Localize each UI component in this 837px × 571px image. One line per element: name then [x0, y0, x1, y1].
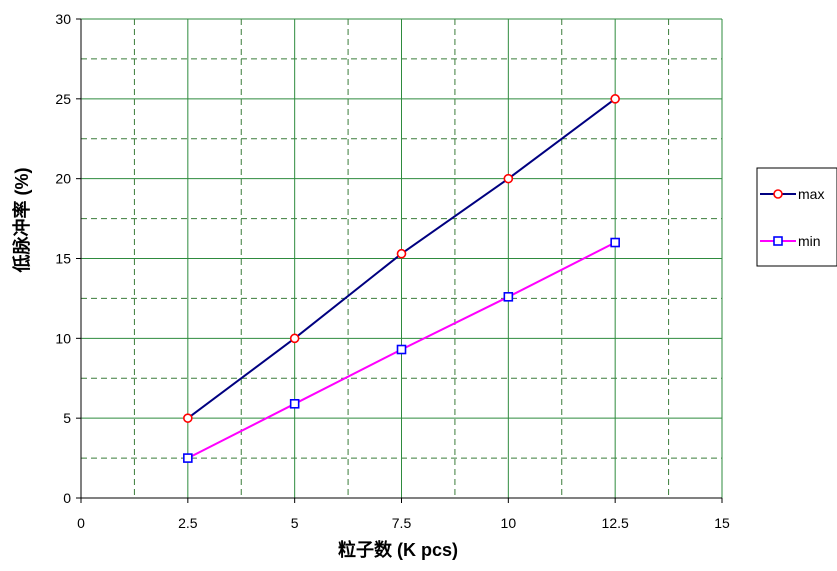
x-tick-label: 7.5	[392, 515, 412, 531]
y-axis-title: 低脉冲率 (%)	[11, 168, 32, 274]
data-point-min	[396, 344, 407, 355]
y-tick-label: 10	[55, 330, 71, 346]
data-point-min	[183, 453, 193, 463]
y-tick-label: 0	[63, 490, 71, 506]
y-tick-label: 30	[55, 11, 71, 27]
legend-marker-min	[773, 236, 783, 246]
data-point-min	[503, 292, 514, 302]
data-point-max	[289, 333, 300, 344]
series-max	[183, 94, 620, 423]
data-point-max	[610, 94, 620, 104]
x-tick-label: 5	[291, 515, 299, 531]
legend-label-min: min	[798, 233, 821, 249]
x-tick-label: 12.5	[602, 515, 629, 531]
x-tick-label: 2.5	[178, 515, 198, 531]
y-tick-label: 5	[63, 410, 71, 426]
data-point-min	[289, 398, 300, 409]
legend-entry-max: max	[760, 186, 824, 202]
legend-marker-max	[773, 189, 783, 199]
legend-entry-min: min	[760, 233, 821, 249]
legend-label-max: max	[798, 186, 824, 202]
data-point-max	[503, 173, 514, 184]
x-tick-label: 15	[714, 515, 730, 531]
x-tick-label: 0	[77, 515, 85, 531]
y-tick-label: 20	[55, 171, 71, 187]
series-min	[183, 237, 620, 463]
x-tick-label: 10	[501, 515, 517, 531]
axes	[76, 18, 723, 503]
data-point-max	[396, 248, 407, 259]
x-axis-title: 粒子数 (K pcs)	[338, 539, 458, 560]
legend-box	[756, 167, 837, 267]
y-tick-label: 15	[55, 251, 71, 267]
y-tick-label: 25	[55, 91, 71, 107]
legend: max min	[756, 167, 837, 267]
tick-labels: 0 5 10 15 20 25 30 0 2.5 5 7.5 10 12.5 15	[55, 11, 730, 531]
data-point-min	[610, 237, 620, 248]
data-point-max	[183, 413, 193, 423]
series-group	[183, 94, 620, 463]
